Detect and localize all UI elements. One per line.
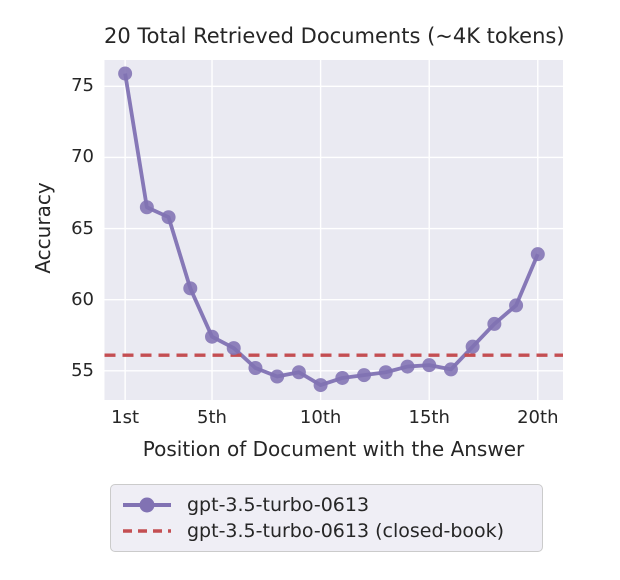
legend-item-closed-book: gpt-3.5-turbo-0613 (closed-book)	[121, 520, 532, 542]
x-tick-label: 5th	[197, 407, 227, 428]
y-tick-label: 75	[71, 75, 94, 97]
legend-dashed-line-sample	[123, 529, 171, 534]
y-tick-label: 60	[71, 288, 94, 310]
data-point-marker	[139, 200, 154, 215]
data-point-marker	[443, 362, 458, 377]
data-point-marker	[487, 316, 502, 331]
chart-title: 20 Total Retrieved Documents (~4K tokens…	[104, 24, 565, 48]
data-point-marker	[335, 370, 350, 385]
plot-background	[104, 60, 563, 400]
x-axis-label: Position of Document with the Answer	[142, 437, 525, 461]
data-point-marker	[530, 247, 545, 262]
data-point-marker	[400, 359, 415, 374]
data-point-marker	[118, 66, 133, 81]
legend-label-closed-book: gpt-3.5-turbo-0613 (closed-book)	[187, 520, 505, 543]
x-tick-label: 20th	[517, 407, 559, 428]
data-point-marker	[291, 365, 306, 380]
data-point-marker	[313, 378, 328, 393]
data-point-marker	[422, 358, 437, 373]
legend-line-marker-sample	[123, 497, 171, 513]
data-point-marker	[205, 329, 220, 344]
data-point-marker	[357, 368, 372, 383]
legend: gpt-3.5-turbo-0613 gpt-3.5-turbo-0613 (c…	[110, 484, 543, 552]
data-point-marker	[161, 210, 176, 225]
legend-item-model: gpt-3.5-turbo-0613	[121, 494, 532, 516]
x-tick-label: 15th	[408, 407, 450, 428]
data-point-marker	[270, 369, 285, 384]
data-point-marker	[226, 341, 241, 356]
data-point-marker	[378, 365, 393, 380]
y-tick-label: 55	[71, 359, 94, 381]
y-tick-label: 70	[71, 146, 94, 168]
data-point-marker	[183, 281, 198, 296]
data-point-marker	[509, 298, 524, 313]
y-tick-label: 65	[71, 217, 94, 239]
data-point-marker	[465, 339, 480, 354]
x-tick-label: 1st	[111, 407, 140, 428]
data-point-marker	[248, 360, 263, 375]
x-tick-label: 10th	[299, 407, 342, 428]
legend-label-model: gpt-3.5-turbo-0613	[187, 493, 370, 516]
